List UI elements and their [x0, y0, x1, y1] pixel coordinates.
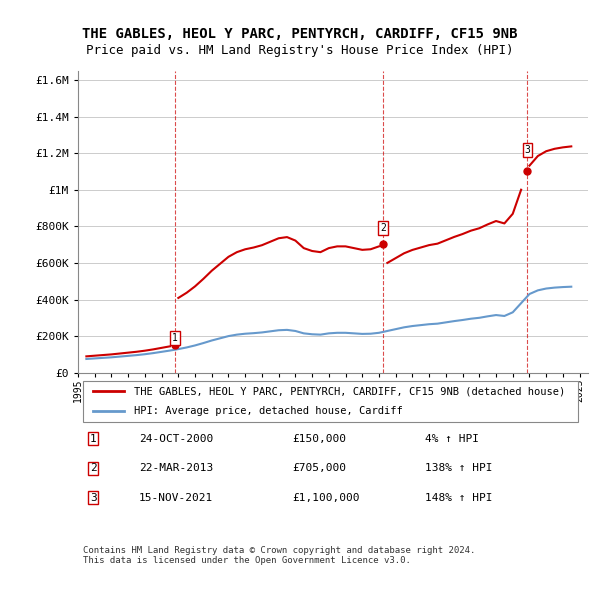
Text: 4% ↑ HPI: 4% ↑ HPI: [425, 434, 479, 444]
Text: 1: 1: [90, 434, 97, 444]
Text: 22-MAR-2013: 22-MAR-2013: [139, 463, 214, 473]
FancyBboxPatch shape: [83, 381, 578, 422]
Text: 24-OCT-2000: 24-OCT-2000: [139, 434, 214, 444]
Text: 148% ↑ HPI: 148% ↑ HPI: [425, 493, 493, 503]
Text: 1: 1: [172, 333, 178, 343]
Text: £705,000: £705,000: [292, 463, 346, 473]
Text: 3: 3: [524, 145, 530, 155]
Text: 15-NOV-2021: 15-NOV-2021: [139, 493, 214, 503]
Text: 138% ↑ HPI: 138% ↑ HPI: [425, 463, 493, 473]
Text: THE GABLES, HEOL Y PARC, PENTYRCH, CARDIFF, CF15 9NB: THE GABLES, HEOL Y PARC, PENTYRCH, CARDI…: [82, 27, 518, 41]
Text: £1,100,000: £1,100,000: [292, 493, 360, 503]
Text: 2: 2: [90, 463, 97, 473]
Text: THE GABLES, HEOL Y PARC, PENTYRCH, CARDIFF, CF15 9NB (detached house): THE GABLES, HEOL Y PARC, PENTYRCH, CARDI…: [134, 386, 565, 396]
Text: 2: 2: [380, 224, 386, 234]
Text: Contains HM Land Registry data © Crown copyright and database right 2024.
This d: Contains HM Land Registry data © Crown c…: [83, 546, 475, 565]
Text: 3: 3: [90, 493, 97, 503]
Text: £150,000: £150,000: [292, 434, 346, 444]
Text: HPI: Average price, detached house, Cardiff: HPI: Average price, detached house, Card…: [134, 407, 403, 417]
Text: Price paid vs. HM Land Registry's House Price Index (HPI): Price paid vs. HM Land Registry's House …: [86, 44, 514, 57]
